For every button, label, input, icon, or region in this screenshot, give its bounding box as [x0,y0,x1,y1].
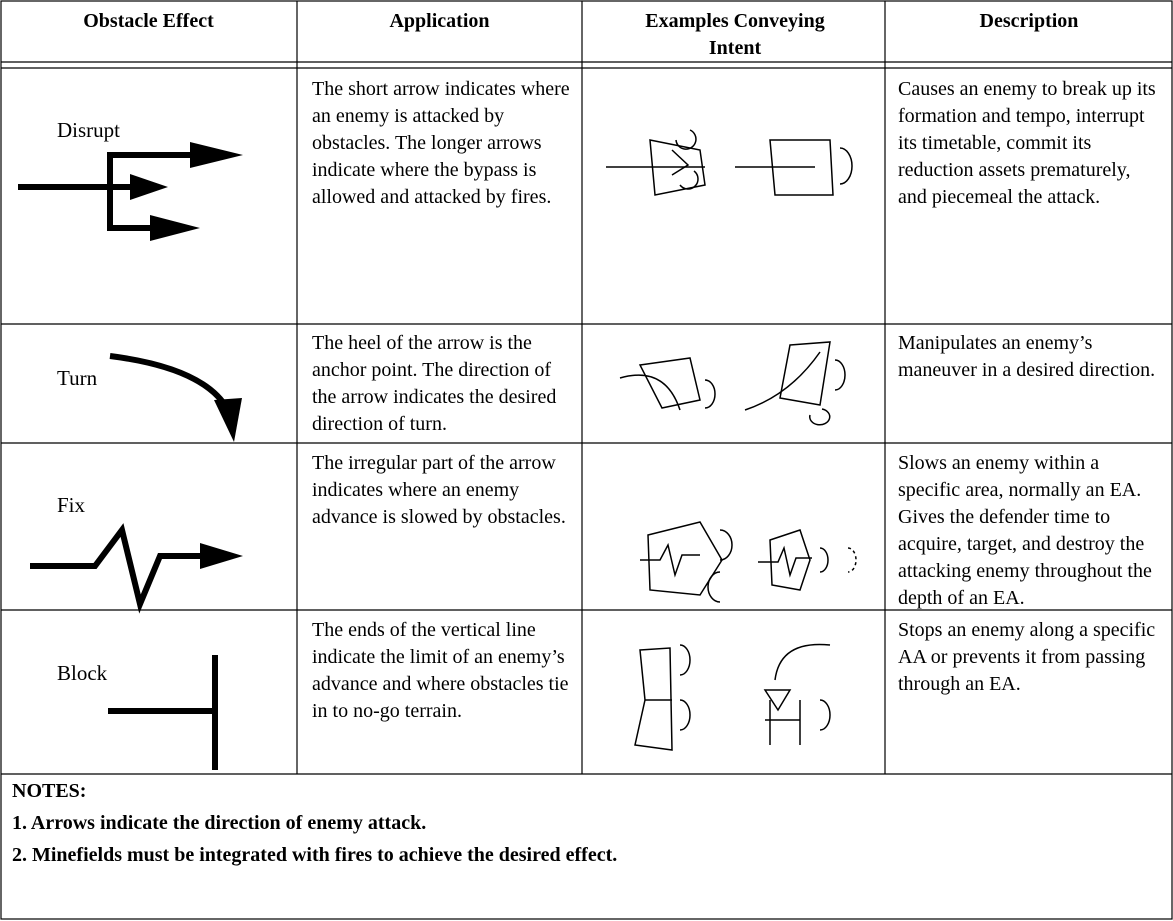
effect-label: Block [57,661,108,685]
header-cell: Obstacle Effect [83,10,214,32]
notes-title: NOTES: [12,780,87,802]
application-text: The irregular part of the arrow indicate… [312,452,566,528]
turn-symbol [109,353,242,442]
application-text: The short arrow indicates where an enemy… [312,78,570,208]
application-text: The ends of the vertical line indicate t… [312,619,569,722]
disrupt-symbol [18,142,243,241]
description-text: Slows an enemy within a specific area, n… [898,452,1152,609]
note-item: 1. Arrows indicate the direction of enem… [12,812,427,834]
description-text: Manipulates an enemy’s maneuver in a des… [898,332,1156,381]
effect-label: Fix [57,493,86,517]
application-text: The heel of the arrow is the anchor poin… [312,332,557,435]
effect-label: Disrupt [57,118,120,142]
header-cell: Application [389,10,490,32]
header-cell: Description [979,10,1079,32]
note-item: 2. Minefields must be integrated with fi… [12,844,618,866]
example-sketches [606,129,857,751]
description-text: Stops an enemy along a specific AA or pr… [898,619,1156,695]
header-cell: Examples Conveying Intent [645,10,825,59]
fix-symbol [30,523,243,614]
block-symbol [108,655,218,770]
description-text: Causes an enemy to break up its formatio… [898,78,1156,208]
effect-label: Turn [57,366,98,390]
